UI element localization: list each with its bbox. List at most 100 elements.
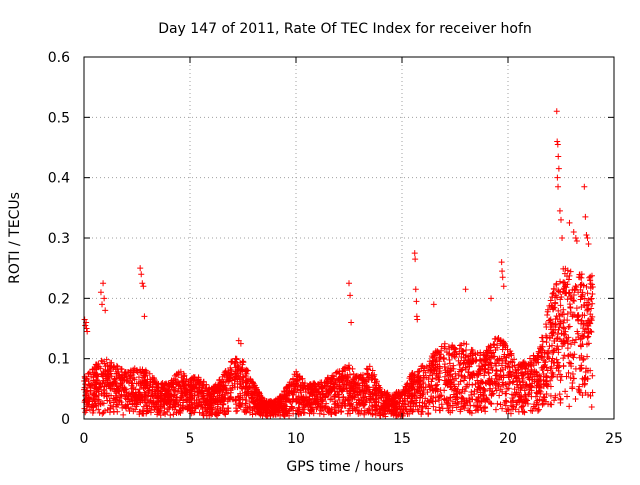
data-point [452, 396, 459, 403]
data-point [495, 381, 502, 388]
data-point [520, 358, 527, 365]
data-point [295, 400, 302, 407]
data-point [546, 343, 553, 350]
data-point [497, 340, 504, 347]
data-point [373, 402, 380, 409]
data-point [188, 399, 195, 406]
data-point [570, 354, 577, 361]
data-point [126, 408, 133, 415]
data-point [294, 395, 301, 402]
data-point [122, 402, 129, 409]
data-point [500, 341, 507, 348]
data-point [452, 387, 459, 394]
data-point [437, 387, 444, 394]
data-point [553, 108, 560, 115]
data-point [174, 388, 181, 395]
data-point [323, 378, 330, 385]
data-point [196, 398, 203, 405]
data-point [499, 268, 506, 275]
data-point [194, 377, 201, 384]
data-point [566, 219, 573, 226]
data-point [290, 389, 297, 396]
data-point [582, 213, 589, 220]
data-point [454, 399, 461, 406]
data-point [314, 400, 321, 407]
data-point [576, 383, 583, 390]
data-point [232, 355, 239, 362]
data-point [366, 399, 373, 406]
data-point [488, 354, 495, 361]
data-point [101, 407, 108, 414]
data-point [468, 346, 475, 353]
data-point [348, 319, 355, 326]
data-point [299, 406, 306, 413]
data-point [492, 372, 499, 379]
data-point [458, 348, 465, 355]
data-point [555, 326, 562, 333]
axis-ticks [83, 56, 615, 420]
data-point [360, 393, 367, 400]
data-point [189, 403, 196, 410]
data-point [558, 216, 564, 223]
data-point [136, 386, 143, 393]
data-point [323, 400, 330, 407]
data-point [145, 392, 152, 399]
data-point [239, 358, 246, 365]
data-point [475, 393, 482, 400]
data-point [441, 345, 448, 352]
data-point [582, 389, 589, 396]
data-point [560, 363, 567, 370]
data-point [398, 392, 405, 399]
data-point [559, 288, 566, 295]
data-point [466, 398, 473, 405]
data-point [434, 373, 441, 380]
data-point [384, 389, 391, 396]
data-point [448, 344, 455, 351]
data-point [277, 412, 284, 419]
data-point [195, 392, 202, 399]
data-point [172, 400, 179, 407]
data-point [414, 368, 421, 375]
data-point [115, 369, 122, 376]
data-point [500, 283, 507, 290]
data-point [553, 281, 560, 288]
data-point [538, 364, 545, 371]
data-point [452, 375, 459, 382]
data-point [385, 402, 392, 409]
data-point [213, 409, 220, 416]
data-point [499, 405, 506, 412]
data-point [467, 373, 474, 380]
data-point [194, 389, 201, 396]
data-point [373, 392, 380, 399]
data-point [89, 382, 96, 389]
data-point [565, 323, 572, 330]
data-point [572, 235, 579, 241]
data-point [577, 296, 584, 303]
data-point [346, 379, 353, 386]
data-point [250, 400, 257, 407]
data-point [195, 401, 202, 408]
data-point [514, 367, 521, 374]
data-point [147, 407, 154, 414]
data-point [338, 408, 345, 415]
data-point [335, 407, 342, 414]
data-point [467, 352, 474, 359]
data-point [456, 361, 463, 368]
data-point [459, 366, 466, 373]
data-point [472, 351, 479, 358]
data-point [539, 338, 546, 345]
data-point [559, 235, 566, 241]
data-point [587, 285, 594, 292]
data-point [245, 392, 252, 399]
data-point [580, 356, 587, 363]
data-point [489, 390, 496, 397]
data-point [501, 399, 508, 406]
data-point [578, 271, 585, 278]
data-point [542, 398, 549, 405]
data-point [488, 362, 495, 369]
data-point [587, 328, 594, 335]
data-point [589, 281, 596, 288]
data-point [482, 355, 489, 362]
data-point [547, 297, 554, 304]
data-point [118, 365, 125, 372]
